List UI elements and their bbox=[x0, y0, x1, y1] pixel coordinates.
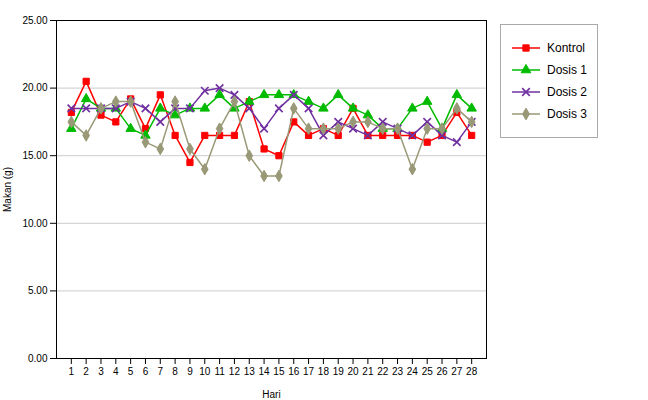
svg-text:22: 22 bbox=[377, 366, 389, 377]
svg-text:1: 1 bbox=[69, 366, 75, 377]
svg-text:21: 21 bbox=[362, 366, 374, 377]
svg-text:10.00: 10.00 bbox=[22, 218, 47, 229]
svg-text:19: 19 bbox=[333, 366, 345, 377]
svg-text:8: 8 bbox=[172, 366, 178, 377]
svg-text:12: 12 bbox=[229, 366, 241, 377]
svg-text:20: 20 bbox=[347, 366, 359, 377]
svg-text:28: 28 bbox=[466, 366, 478, 377]
svg-text:25: 25 bbox=[422, 366, 434, 377]
svg-text:18: 18 bbox=[318, 366, 330, 377]
svg-text:20.00: 20.00 bbox=[22, 82, 47, 93]
svg-text:16: 16 bbox=[288, 366, 300, 377]
svg-text:2: 2 bbox=[83, 366, 89, 377]
svg-text:13: 13 bbox=[244, 366, 256, 377]
svg-text:10: 10 bbox=[199, 366, 211, 377]
html-text:Kontrol: Kontrol bbox=[547, 41, 585, 55]
svg-text:26: 26 bbox=[436, 366, 448, 377]
svg-text:7: 7 bbox=[158, 366, 164, 377]
svg-text:25.00: 25.00 bbox=[22, 15, 47, 26]
svg-text:24: 24 bbox=[407, 366, 419, 377]
svg-text:23: 23 bbox=[392, 366, 404, 377]
svg-text:15: 15 bbox=[273, 366, 285, 377]
svg-text:11: 11 bbox=[214, 366, 225, 377]
svg-text:6: 6 bbox=[143, 366, 149, 377]
svg-text:14: 14 bbox=[259, 366, 271, 377]
svg-text:0.00: 0.00 bbox=[28, 353, 48, 364]
svg-text:Makan (g): Makan (g) bbox=[2, 167, 13, 212]
svg-text:5.00: 5.00 bbox=[28, 285, 48, 296]
svg-text:Hari: Hari bbox=[262, 389, 280, 400]
html-text:Dosis 2: Dosis 2 bbox=[547, 85, 587, 99]
svg-text:3: 3 bbox=[98, 366, 104, 377]
html-text:Dosis 1: Dosis 1 bbox=[547, 63, 587, 77]
svg-text:9: 9 bbox=[187, 366, 193, 377]
svg-text:17: 17 bbox=[303, 366, 315, 377]
svg-text:15.00: 15.00 bbox=[22, 150, 47, 161]
svg-text:5: 5 bbox=[128, 366, 134, 377]
svg-text:4: 4 bbox=[113, 366, 119, 377]
html-text:Dosis 3: Dosis 3 bbox=[547, 107, 587, 121]
svg-text:27: 27 bbox=[451, 366, 463, 377]
